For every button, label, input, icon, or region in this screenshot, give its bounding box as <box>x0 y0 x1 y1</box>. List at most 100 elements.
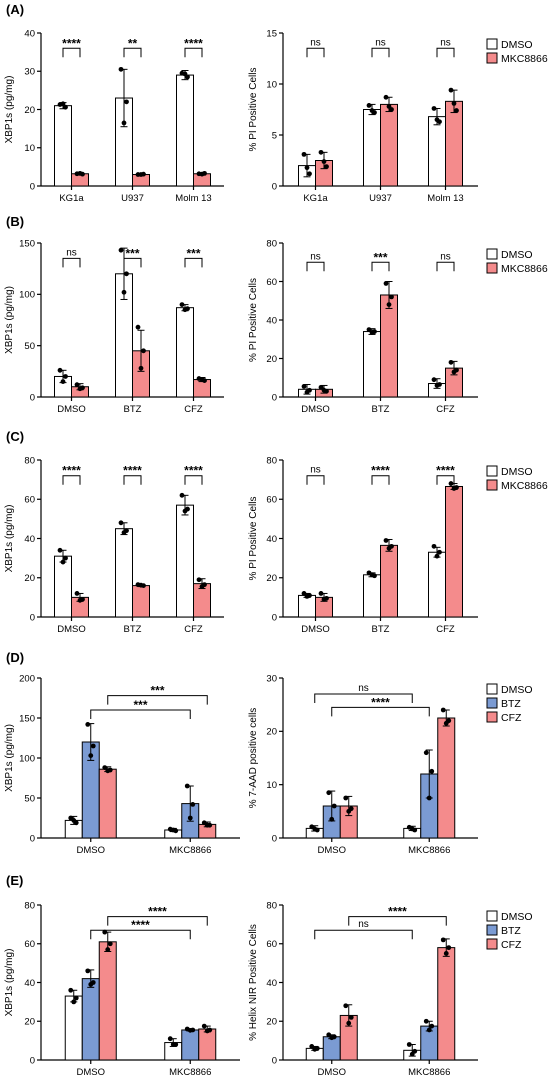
significance-label: ns <box>310 37 321 48</box>
significance-label: **** <box>388 905 407 919</box>
data-point <box>204 822 210 828</box>
data-point <box>138 582 144 588</box>
x-tick-label: DMSO <box>77 1067 106 1078</box>
bar <box>176 504 194 618</box>
legend-label: BTZ <box>501 925 521 937</box>
data-point <box>437 549 442 555</box>
y-tick-label: 0 <box>272 833 277 844</box>
data-point <box>118 247 124 253</box>
y-axis-label: XBP1s (pg/mg) <box>4 286 15 354</box>
significance-label: **** <box>184 464 203 478</box>
data-point <box>429 768 435 774</box>
legend-label: BTZ <box>501 698 521 710</box>
y-tick-label: 40 <box>24 28 35 39</box>
legend-label: MKC8866 <box>501 53 548 65</box>
y-tick-label: 60 <box>24 939 35 950</box>
chart-4: 0 20 40 60 80 XBP1s (pg/mg) DMSO BTZ CFZ **** ****… <box>4 455 224 635</box>
significance-bracket <box>436 47 455 58</box>
data-point <box>179 492 185 498</box>
data-point <box>105 947 111 952</box>
significance-bracket <box>371 261 390 272</box>
y-tick-label: 20 <box>24 1017 35 1028</box>
y-tick-label: 60 <box>24 495 35 506</box>
data-point <box>446 945 452 951</box>
y-tick-label: 100 <box>19 290 35 301</box>
bar <box>380 103 398 187</box>
data-point <box>326 790 332 796</box>
data-point <box>301 384 307 389</box>
data-point <box>307 171 312 177</box>
data-point <box>170 827 176 833</box>
data-point <box>90 743 96 749</box>
data-point <box>60 379 66 384</box>
data-point <box>204 1028 210 1034</box>
significance-bracket <box>314 693 413 703</box>
data-point <box>312 1046 318 1052</box>
data-point <box>68 987 74 993</box>
bar <box>445 485 463 618</box>
bar <box>437 947 456 1061</box>
data-point <box>431 106 437 111</box>
panel-label: (C) <box>6 429 24 444</box>
significance-label: **** <box>148 905 167 919</box>
data-point <box>369 330 375 335</box>
significance-label: **** <box>62 36 81 50</box>
legend-label: DMSO <box>501 249 533 261</box>
legend-label: CFZ <box>501 712 522 724</box>
data-point <box>366 103 372 108</box>
data-point <box>448 359 454 365</box>
bar <box>176 74 194 187</box>
bar <box>54 555 72 618</box>
y-tick-label: 100 <box>19 753 35 764</box>
data-point <box>63 104 68 110</box>
chart-9: 0 20 40 60 80 % Helix NIR Positive Cells DMSO M… <box>248 900 533 1078</box>
data-point <box>182 71 188 77</box>
data-point <box>383 281 389 286</box>
x-tick-label: CFZ <box>436 624 455 635</box>
data-point <box>121 120 127 126</box>
legend-label: CFZ <box>501 939 522 951</box>
x-tick-label: MKC8866 <box>408 1067 450 1078</box>
y-tick-label: 0 <box>272 612 277 623</box>
data-point <box>318 384 324 390</box>
data-point <box>318 591 324 596</box>
data-point <box>85 722 91 727</box>
significance-label: ns <box>440 37 451 48</box>
data-point <box>431 543 437 549</box>
y-tick-label: 40 <box>266 978 277 989</box>
y-tick-label: 10 <box>266 780 277 791</box>
x-tick-label: BTZ <box>124 624 142 635</box>
data-point <box>141 348 146 354</box>
x-tick-label: Molm 13 <box>175 193 211 204</box>
bar <box>198 1028 217 1061</box>
data-point <box>138 365 144 371</box>
data-point <box>73 995 79 1001</box>
data-point <box>304 593 310 599</box>
y-tick-label: 80 <box>24 455 35 466</box>
legend-label: DMSO <box>501 466 533 478</box>
significance-bracket <box>314 929 413 940</box>
y-tick-label: 0 <box>30 612 35 623</box>
chart-1: 0 5 10 15 % PI Positive Cells KG1a U937 Molm 13… <box>248 28 548 204</box>
data-point <box>451 486 457 491</box>
data-point <box>451 100 457 106</box>
data-point <box>199 171 205 177</box>
significance-label: ns <box>440 251 451 262</box>
y-tick-label: 40 <box>266 315 277 326</box>
y-tick-label: 30 <box>266 673 277 684</box>
significance-label: **** <box>184 36 203 50</box>
y-tick-label: 0 <box>272 392 277 403</box>
x-tick-label: DMSO <box>318 845 347 856</box>
data-point <box>346 1020 352 1026</box>
y-tick-label: 0 <box>30 833 35 844</box>
data-point <box>135 324 141 330</box>
data-point <box>383 94 389 100</box>
data-point <box>443 720 449 726</box>
significance-bracket <box>436 261 455 272</box>
data-point <box>329 816 335 822</box>
data-point <box>326 1032 332 1038</box>
x-tick-label: Molm 13 <box>427 193 463 204</box>
x-tick-label: DMSO <box>301 624 330 635</box>
legend-swatch <box>486 683 498 695</box>
data-point <box>121 530 127 536</box>
